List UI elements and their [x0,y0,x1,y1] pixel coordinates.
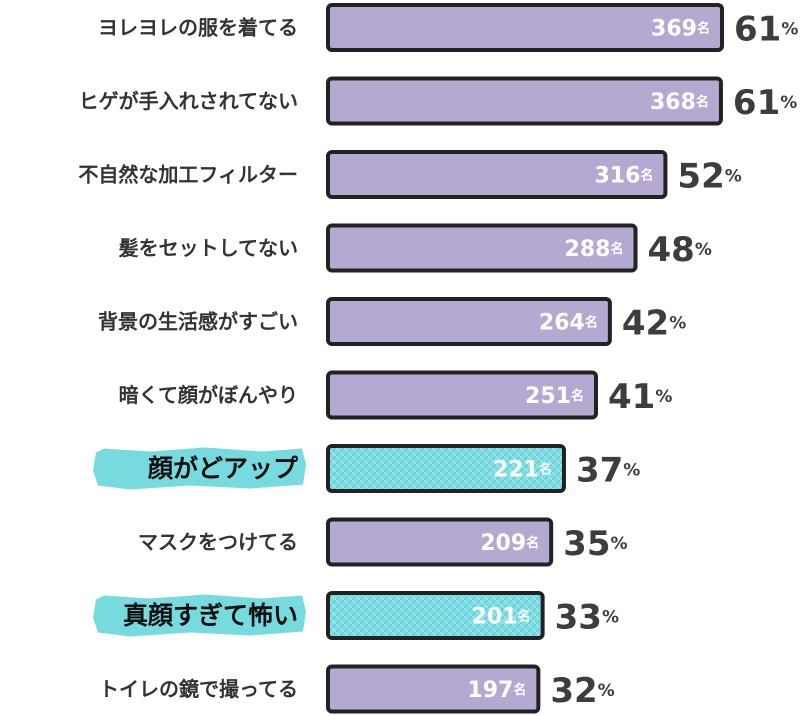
percent-label: 61% [734,10,798,50]
count-label: 368名 [650,90,709,115]
highlight-brush [93,594,306,637]
percent-label: 32% [550,671,614,711]
bar [326,76,723,126]
chart-row: トイレの鏡で撮ってる 197名 32% [99,664,615,714]
chart-row: ヨレヨレの服を着てる 369名 61% [98,3,798,52]
bar [326,517,554,567]
highlight-brush [93,447,306,490]
bar [326,370,599,420]
bar [326,223,638,273]
bar [326,3,724,52]
count-label: 221名 [493,457,552,482]
count-label: 251名 [525,384,584,409]
percent-label: 35% [563,524,627,564]
category-label: 暗くて顔がぼんやり [119,383,298,407]
category-label: 背景の生活感がすごい [98,310,298,334]
count-label: 316名 [594,163,653,188]
count-label: 264名 [539,310,598,335]
category-label: ヨレヨレの服を着てる [98,16,298,40]
percent-label: 42% [622,304,686,344]
percent-label: 61% [733,83,797,123]
count-label: 288名 [565,237,624,262]
count-label: 369名 [651,16,710,41]
bar [326,664,541,714]
category-label: マスクをつけてる [138,530,298,554]
category-label: トイレの鏡で撮ってる [99,677,298,701]
bar [326,297,612,346]
count-label: 209名 [480,531,539,556]
chart-row: ヒゲが手入れされてない 368名 61% [79,76,797,126]
percent-label: 48% [648,230,712,270]
count-label: 197名 [467,678,526,703]
category-label: 髪をセットしてない [118,236,298,260]
chart-row: 真顔すぎて怖い 201名 33% [93,591,619,640]
bar-highlight [326,591,545,640]
category-label-highlight: 顔がどアップ [147,454,299,483]
chart-row: 暗くて顔がぼんやり 251名 41% [119,370,672,420]
chart-row: マスクをつけてる 209名 35% [138,517,628,567]
category-label: ヒゲが手入れされてない [79,89,298,113]
percent-label: 37% [576,451,640,491]
bar-highlight [326,444,566,493]
category-label: 不自然な加工フィルター [78,163,298,187]
percent-label: 33% [555,598,619,638]
count-label: 201名 [472,604,531,629]
chart-row: 不自然な加工フィルター 316名 52% [78,150,742,199]
category-label-highlight: 真顔すぎて怖い [123,601,298,630]
bar [326,150,668,199]
percent-label: 52% [677,157,741,197]
percent-label: 41% [608,377,672,417]
chart-row: 背景の生活感がすごい 264名 42% [98,297,686,346]
chart-row: 髪をセットしてない 288名 48% [118,223,712,273]
chart-row: 顔がどアップ 221名 37% [93,444,640,493]
